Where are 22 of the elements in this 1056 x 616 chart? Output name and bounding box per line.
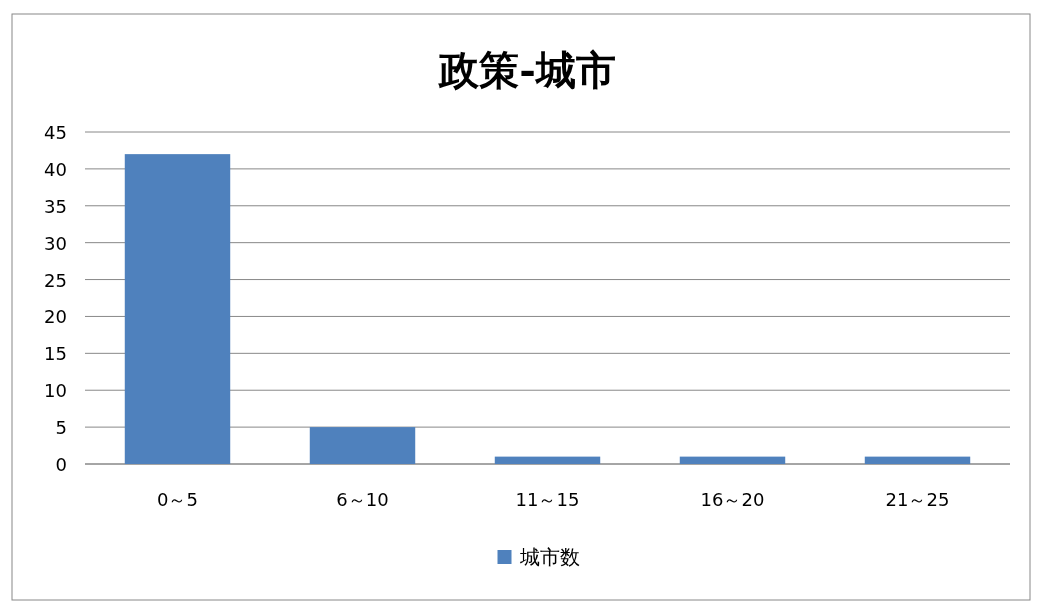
y-tick-label: 20: [44, 306, 67, 328]
y-tick-label: 25: [44, 269, 67, 291]
y-tick-label: 10: [44, 380, 67, 402]
x-tick-label: 21～25: [885, 489, 950, 510]
chart-title: 政策-城市: [438, 46, 616, 93]
legend-label: 城市数: [518, 545, 580, 569]
bar: [494, 456, 601, 464]
x-tick-label: 0～5: [157, 489, 198, 510]
y-tick-label: 15: [44, 343, 67, 365]
x-tick-label: 6～10: [336, 489, 389, 510]
y-tick-label: 35: [44, 195, 67, 217]
y-tick-label: 45: [44, 122, 67, 143]
x-tick-label: 16～20: [700, 489, 765, 510]
y-tick-label: 40: [44, 158, 67, 180]
bar: [124, 154, 231, 464]
x-tick-label: 11～15: [515, 489, 580, 510]
bar: [309, 427, 416, 464]
y-tick-label: 5: [55, 417, 67, 439]
bar: [864, 456, 971, 464]
y-tick-label: 0: [55, 454, 67, 475]
y-tick-label: 30: [44, 232, 67, 254]
bar: [679, 456, 786, 464]
